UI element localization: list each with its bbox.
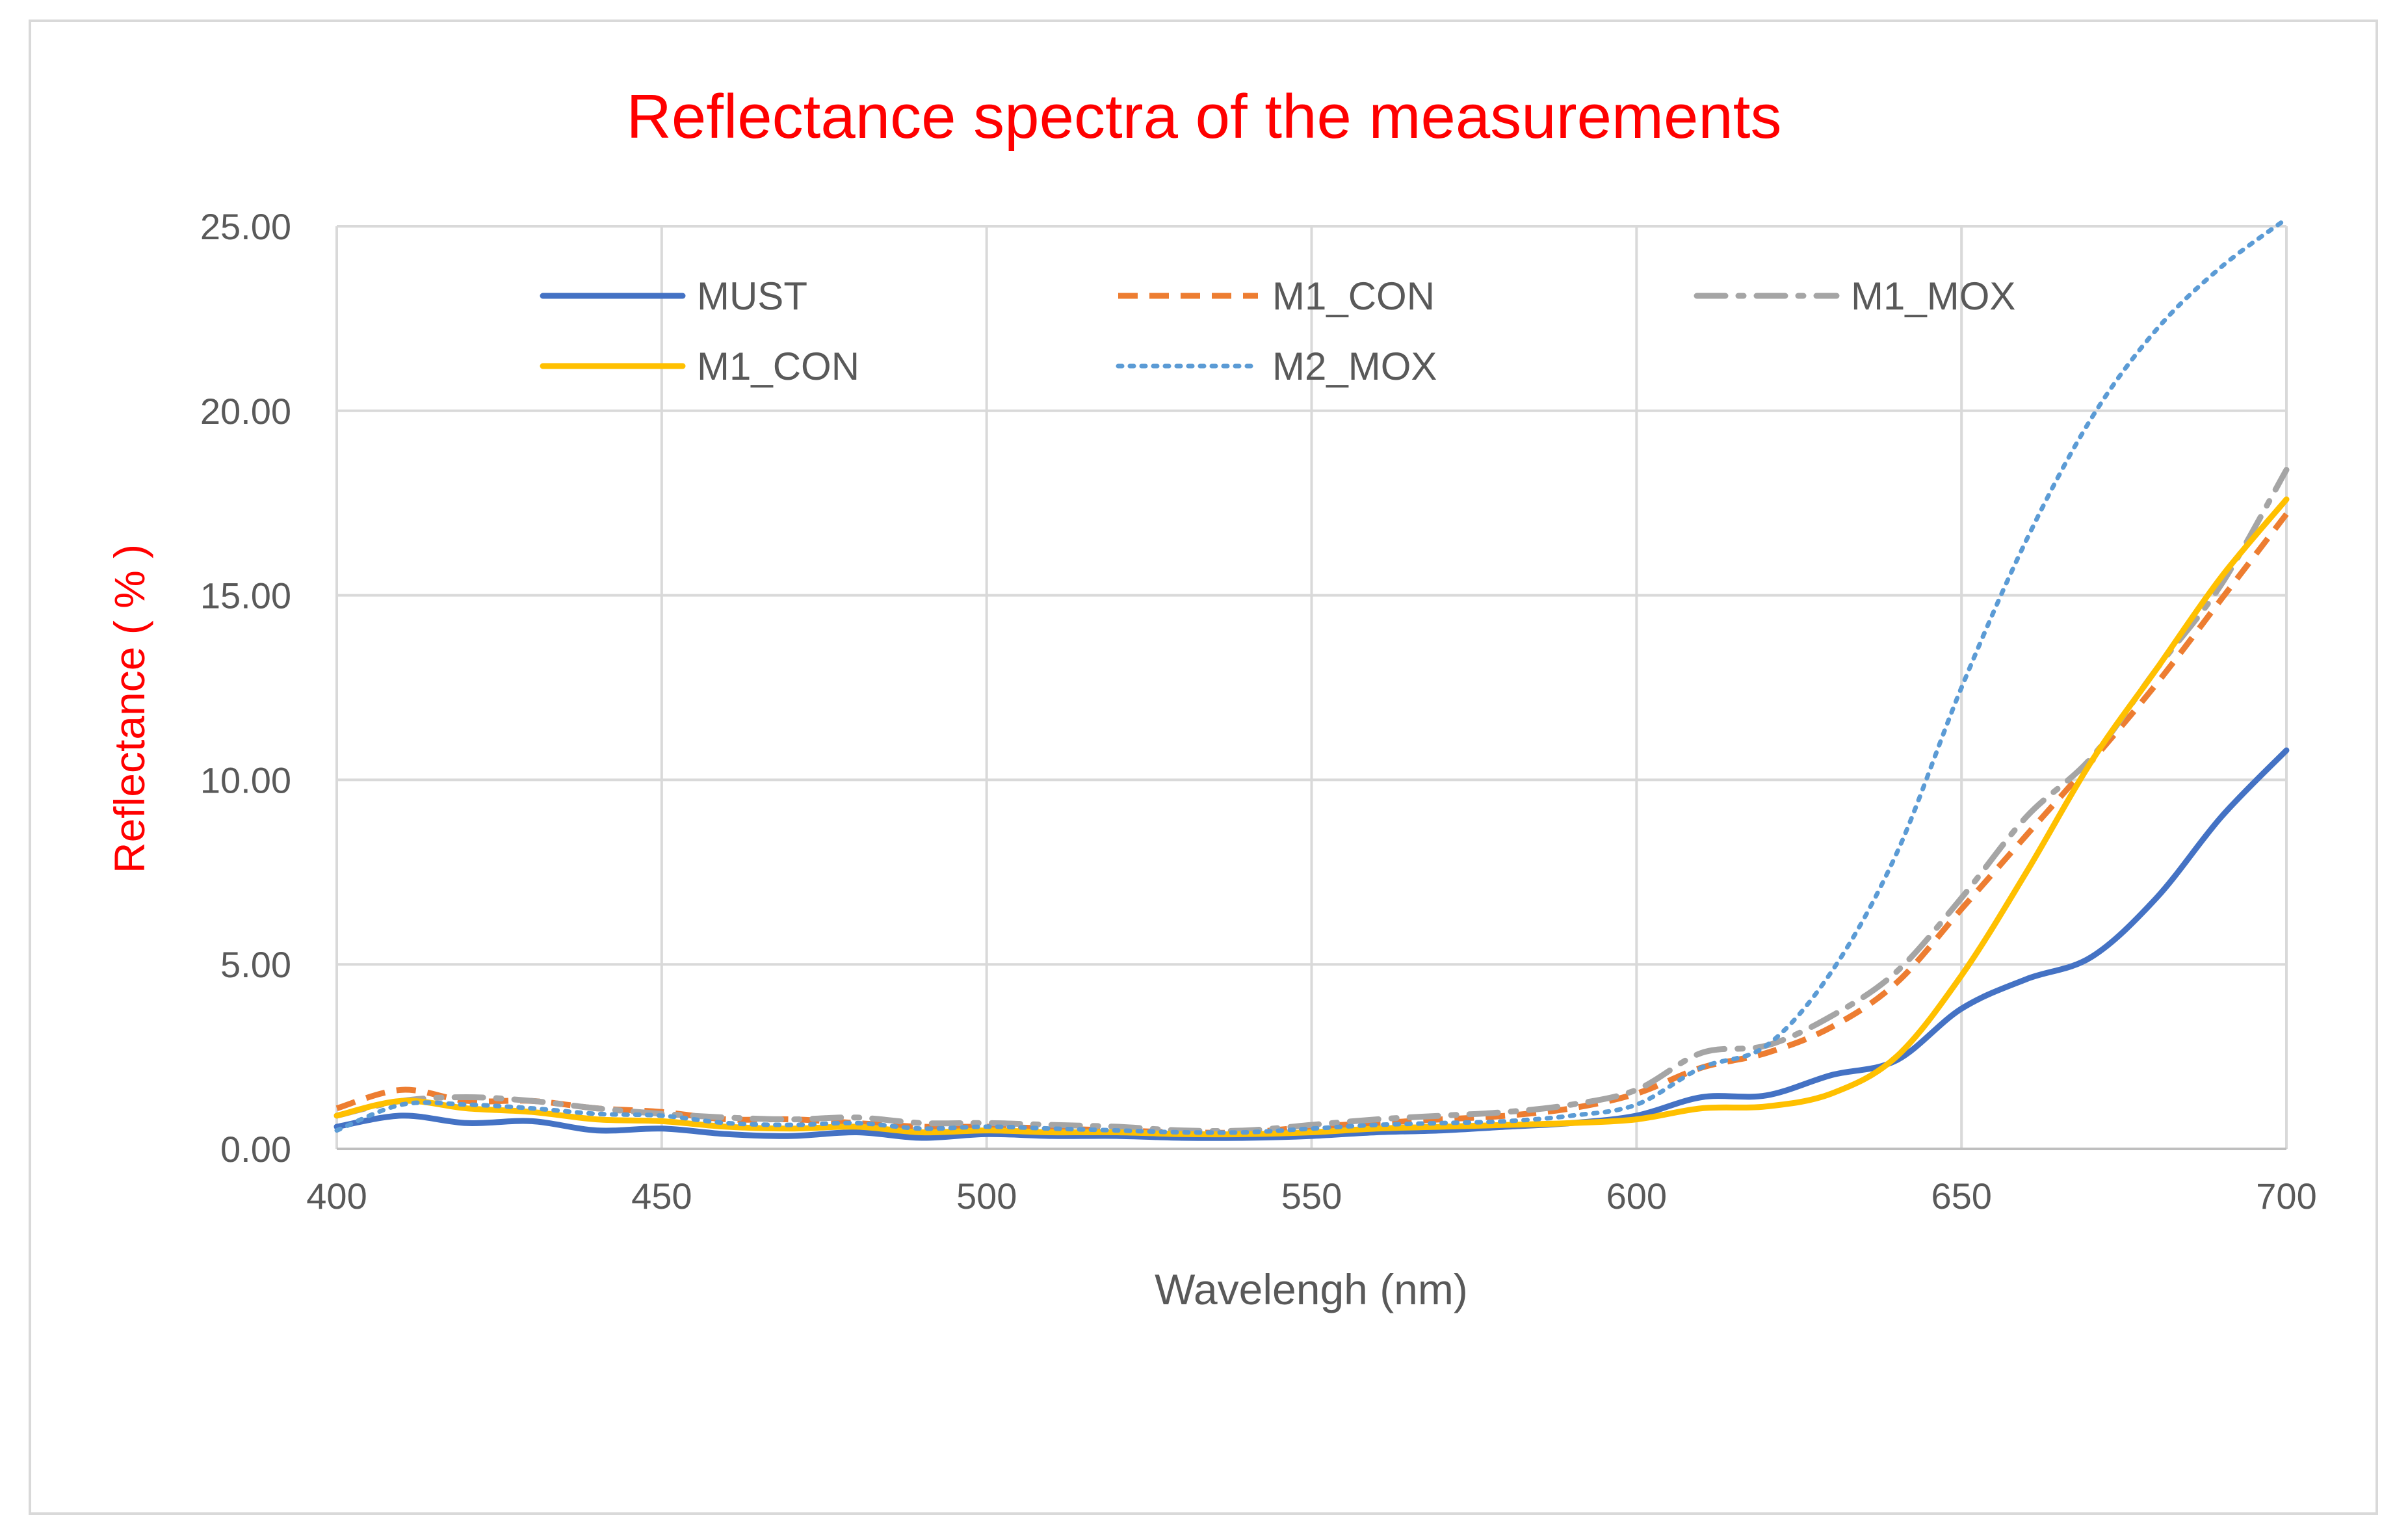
x-tick-label: 450: [631, 1176, 692, 1217]
series-line-m2-mox-4: [334, 217, 2289, 1135]
x-tick-label: 700: [2256, 1176, 2316, 1217]
x-tick-label: 650: [1931, 1176, 1991, 1217]
chart-frame: [29, 20, 2378, 1515]
axes: 400 450 500 550 600 650 700 0.00 5.00 10.00 15.00 2…: [200, 206, 2317, 1217]
x-tick-label: 600: [1606, 1176, 1667, 1217]
y-tick-label: 5.00: [220, 944, 291, 985]
legend-label: M1_CON: [697, 345, 859, 388]
series-line-m1-con-3: [334, 496, 2290, 1138]
legend-label: M1_CON: [1272, 274, 1435, 318]
legend-label: M1_MOX: [1851, 274, 2015, 318]
chart-title: Reflectance spectra of the measurements: [627, 82, 1782, 151]
grid: [335, 225, 2288, 1150]
y-tick-label: 0.00: [220, 1129, 291, 1170]
x-tick-label: 550: [1281, 1176, 1342, 1217]
y-tick-label: 10.00: [200, 759, 291, 800]
y-tick-label: 25.00: [200, 206, 291, 247]
x-tick-label: 400: [306, 1176, 367, 1217]
x-axis-label: Wavelengh (nm): [1155, 1265, 1468, 1313]
y-axis-label: Reflectance ( % ): [105, 544, 153, 873]
series-line-must-0: [334, 747, 2290, 1141]
legend: MUST M1_CON M1_MOX M1_CON M2_MOX: [540, 274, 2015, 388]
series-lines: [334, 217, 2290, 1141]
x-tick-label: 500: [956, 1176, 1017, 1217]
legend-label: MUST: [697, 274, 807, 318]
legend-label: M2_MOX: [1272, 345, 1437, 388]
y-tick-label: 15.00: [200, 575, 291, 616]
y-tick-label: 20.00: [200, 391, 291, 432]
series-line-m1-mox-2: [334, 467, 2290, 1134]
